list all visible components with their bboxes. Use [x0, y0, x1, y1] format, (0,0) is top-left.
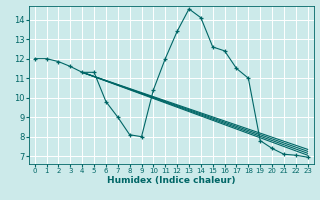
X-axis label: Humidex (Indice chaleur): Humidex (Indice chaleur)	[107, 176, 236, 185]
